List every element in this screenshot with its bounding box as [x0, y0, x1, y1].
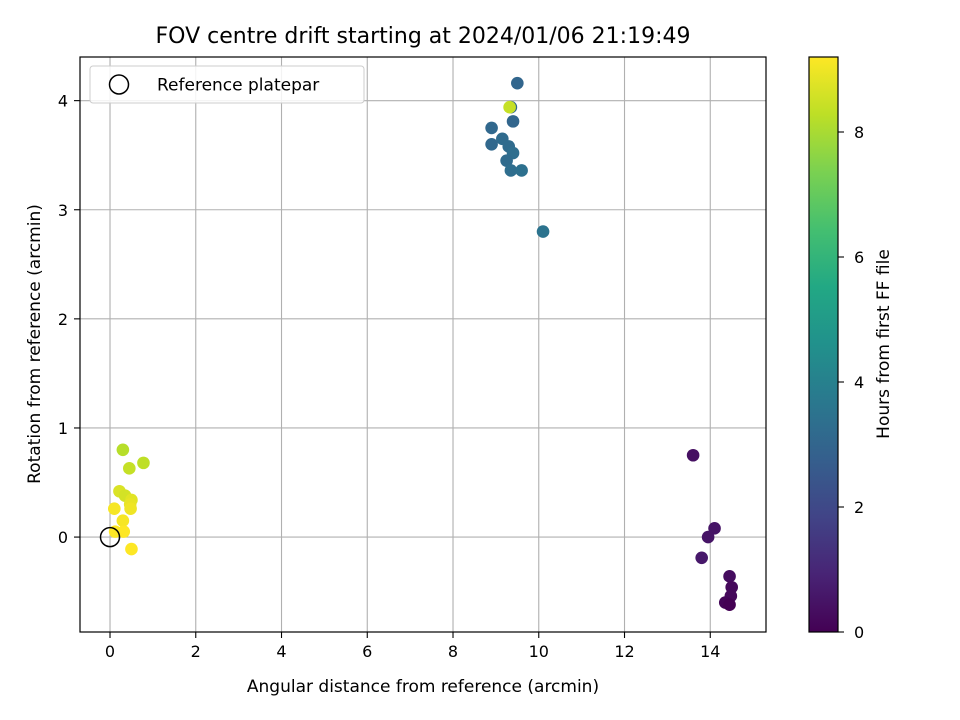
y-tick-label: 3	[58, 201, 68, 220]
scatter-point-19	[515, 164, 528, 177]
colorbar: 0 2 4 6 8 Hours from first FF file	[808, 56, 894, 642]
scatter-point-8	[723, 598, 736, 612]
scatter-point-3	[695, 551, 708, 565]
scatter-point-29	[124, 502, 137, 516]
y-axis-label: Rotation from reference (arcmin)	[25, 204, 45, 484]
scatter-point-23	[137, 456, 150, 470]
y-tick-label: 0	[58, 528, 68, 547]
legend: Reference platepar	[89, 65, 365, 104]
scatter-point-9	[511, 76, 524, 90]
scatter-point-24	[123, 462, 136, 475]
colorbar-ticks: 0 2 4 6 8	[838, 123, 864, 642]
colorbar-tick-label: 4	[854, 373, 864, 392]
y-tick-label: 1	[58, 419, 68, 438]
legend-marker-icon	[108, 74, 130, 95]
scatter-point-0	[686, 448, 700, 462]
scatter-point-11	[506, 115, 520, 128]
x-tick-label: 4	[276, 642, 286, 661]
chart-title: FOV centre drift starting at 2024/01/06 …	[156, 24, 691, 49]
scatter-point-20	[536, 225, 550, 238]
plot-frame	[79, 56, 767, 633]
legend-box	[89, 65, 365, 104]
scatter-point-31	[116, 514, 130, 528]
x-tick-label: 14	[700, 642, 720, 661]
x-tick-label: 12	[614, 642, 634, 661]
scatter-point-1	[708, 522, 721, 535]
scatter-point-18	[504, 164, 518, 177]
colorbar-tick-label: 0	[854, 623, 864, 642]
scatter-point-34	[125, 542, 138, 556]
colorbar-frame	[808, 56, 839, 633]
y-tick-label: 2	[58, 310, 68, 329]
colorbar-tick-label: 8	[854, 123, 864, 142]
legend-entry-reference-platepar: Reference platepar	[157, 76, 319, 96]
colorbar-gradient	[809, 57, 838, 632]
colorbar-label: Hours from first FF file	[874, 249, 894, 439]
scatter-point-12	[485, 121, 498, 135]
x-axis-ticks: 0 2 4 6 8 10 12 14	[105, 632, 720, 661]
scatter-point-14	[485, 137, 498, 151]
scatter-point-2	[701, 530, 715, 544]
scatter-point-21	[503, 100, 516, 114]
x-axis-label: Angular distance from reference (arcmin)	[247, 677, 599, 697]
scatter-point-30	[108, 502, 121, 516]
y-axis-ticks: 0 1 2 3 4	[58, 92, 80, 547]
x-tick-label: 0	[105, 642, 115, 661]
x-tick-label: 8	[448, 642, 458, 661]
scatter-points	[108, 76, 738, 612]
reference-platepar-marker	[99, 526, 121, 548]
x-tick-label: 2	[191, 642, 201, 661]
scatter-point-22	[116, 443, 130, 457]
scatter-point-4	[723, 570, 736, 583]
x-tick-label: 6	[362, 642, 372, 661]
colorbar-tick-label: 2	[854, 498, 864, 517]
grid	[80, 57, 766, 632]
colorbar-tick-label: 6	[854, 248, 864, 267]
y-tick-label: 4	[58, 92, 68, 111]
scatter-point-17	[500, 154, 513, 167]
x-tick-label: 10	[529, 642, 549, 661]
scatter-point-33	[117, 525, 131, 538]
